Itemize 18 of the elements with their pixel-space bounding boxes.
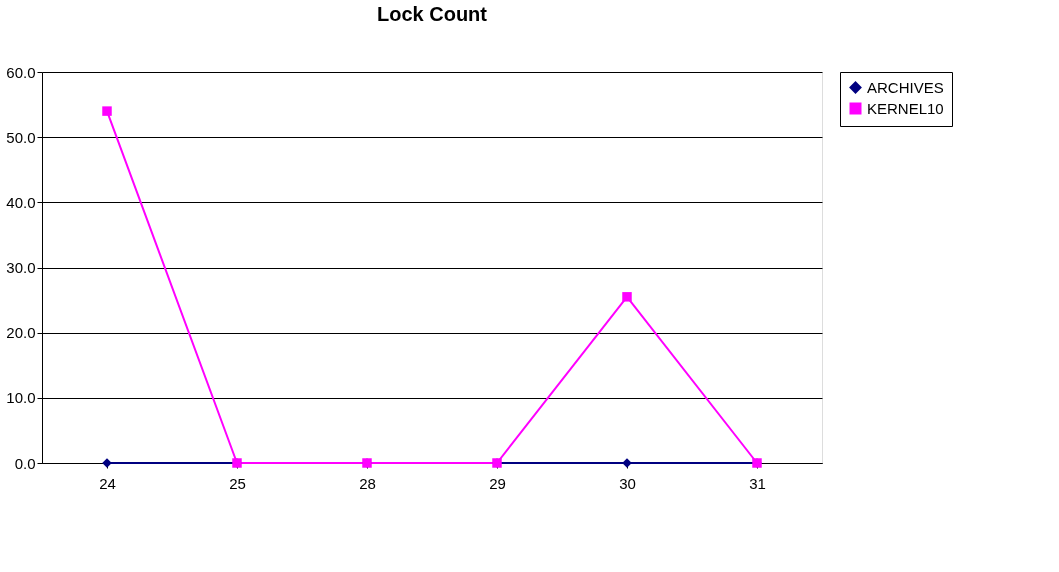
legend-label: ARCHIVES	[867, 78, 944, 96]
x-tick-label: 31	[749, 474, 766, 492]
y-tick-label: 0.0	[14, 454, 36, 472]
point	[102, 106, 112, 116]
x-tick-label: 29	[489, 474, 506, 492]
point	[622, 292, 632, 302]
x-tick-label: 28	[359, 474, 376, 492]
y-tick-label: 10.0	[6, 389, 36, 407]
legend-label: KERNEL10	[867, 99, 944, 117]
y-tick-label: 50.0	[6, 128, 36, 146]
chart-title: Lock Count	[377, 3, 488, 25]
y-tick-label: 30.0	[6, 259, 36, 276]
x-tick-label: 24	[99, 474, 116, 492]
x-tick-label: 30	[619, 474, 636, 492]
x-tick-label: 25	[229, 474, 246, 492]
y-tick-label: 60.0	[6, 63, 36, 81]
y-tick-label: 40.0	[6, 193, 36, 211]
y-tick-label: 20.0	[6, 324, 36, 342]
